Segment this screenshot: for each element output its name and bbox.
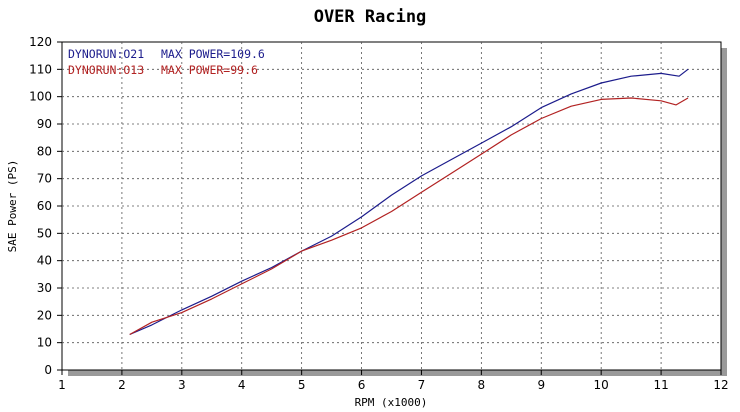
plot-shadow-right bbox=[721, 48, 727, 376]
x-tick-label: 5 bbox=[298, 378, 306, 392]
chart-title: OVER Racing bbox=[314, 7, 427, 27]
y-tick-label: 50 bbox=[37, 226, 52, 240]
x-tick-label: 11 bbox=[653, 378, 668, 392]
x-tick-label: 1 bbox=[58, 378, 66, 392]
series-lines bbox=[129, 68, 689, 336]
legend-entry-2-name: DYNORUN:O13 bbox=[68, 63, 144, 77]
x-tick-label: 6 bbox=[358, 378, 366, 392]
y-tick-label: 110 bbox=[29, 62, 52, 76]
series-line-2 bbox=[129, 97, 689, 336]
x-tick-label: 4 bbox=[238, 378, 246, 392]
x-tick-label: 9 bbox=[537, 378, 545, 392]
x-tick-label: 10 bbox=[594, 378, 609, 392]
series-line-1 bbox=[129, 68, 689, 336]
x-tick-label: 7 bbox=[418, 378, 426, 392]
x-tick-label: 8 bbox=[478, 378, 486, 392]
axis-ticks: 1 2 3 4 5 6 7 8 9 10 11 120102030405060708090100110… bbox=[29, 35, 729, 392]
y-tick-label: 20 bbox=[37, 308, 52, 322]
y-axis-title: SAE Power (PS) bbox=[6, 160, 19, 253]
y-tick-label: 100 bbox=[29, 90, 52, 104]
plot-shadow-bottom bbox=[68, 370, 727, 376]
y-tick-label: 0 bbox=[44, 363, 52, 377]
x-axis-title: RPM (x1000) bbox=[355, 396, 428, 409]
y-tick-label: 40 bbox=[37, 254, 52, 268]
legend-entry-1-label: MAX POWER=109.6 bbox=[161, 47, 265, 61]
y-tick-label: 10 bbox=[37, 336, 52, 350]
x-tick-label: 3 bbox=[178, 378, 186, 392]
y-tick-label: 90 bbox=[37, 117, 52, 131]
y-tick-label: 80 bbox=[37, 144, 52, 158]
legend-entry-1-name: DYNORUN:O21 bbox=[68, 47, 144, 61]
y-tick-label: 30 bbox=[37, 281, 52, 295]
legend: DYNORUN:O21 MAX POWER=109.6 DYNORUN:O13 … bbox=[68, 47, 265, 77]
x-tick-label: 12 bbox=[713, 378, 728, 392]
y-tick-label: 70 bbox=[37, 172, 52, 186]
y-tick-label: 60 bbox=[37, 199, 52, 213]
y-tick-label: 120 bbox=[29, 35, 52, 49]
x-tick-label: 2 bbox=[118, 378, 126, 392]
legend-entry-2-label: MAX POWER=99.6 bbox=[161, 63, 258, 77]
